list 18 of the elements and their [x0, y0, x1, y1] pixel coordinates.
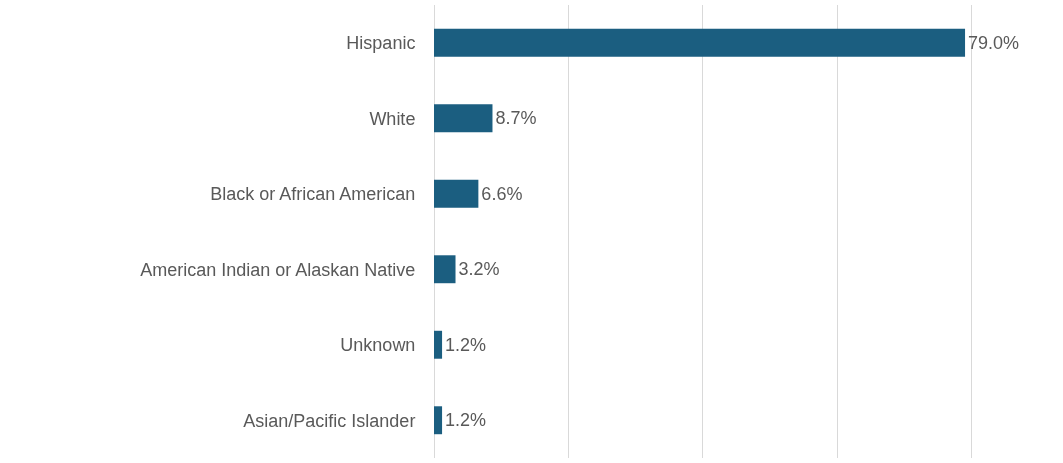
y-tick-label: Unknown	[340, 335, 416, 356]
y-tick-label: Hispanic	[346, 33, 416, 54]
bar	[434, 104, 493, 133]
y-tick-label: Asian/Pacific Islander	[243, 410, 416, 431]
data-label: 3.2%	[458, 259, 500, 280]
bar	[434, 255, 456, 284]
data-label: 79.0%	[968, 32, 1020, 53]
data-label: 8.7%	[495, 108, 537, 129]
bar	[434, 28, 966, 57]
bar	[434, 330, 443, 359]
data-label: 6.6%	[481, 183, 523, 204]
data-label: 1.2%	[445, 410, 487, 431]
y-tick-label: American Indian or Alaskan Native	[140, 259, 416, 280]
y-tick-label: White	[369, 108, 416, 129]
data-label: 1.2%	[445, 334, 487, 355]
y-tick-label: Black or African American	[210, 184, 416, 205]
bar	[434, 406, 443, 435]
bar	[434, 179, 479, 208]
